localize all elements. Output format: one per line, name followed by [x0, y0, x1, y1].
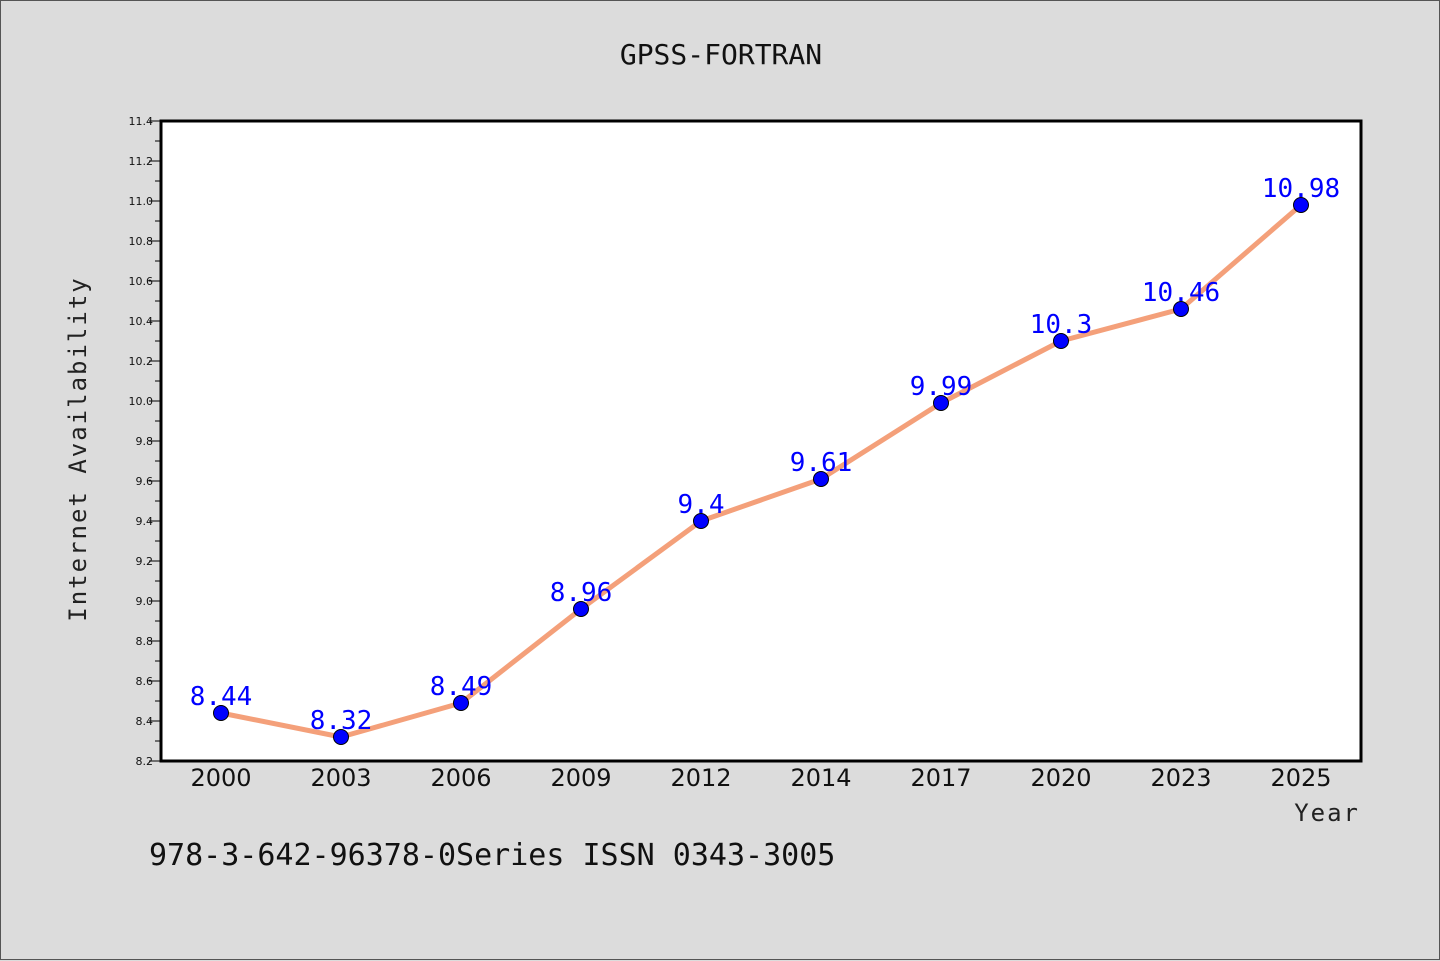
- x-tick-label: 2023: [1150, 764, 1211, 792]
- footer-text: 978-3-642-96378-0Series ISSN 0343-3005: [149, 838, 835, 873]
- data-label-layer: 8.44 8.32 8.49 8.96 9.4 9.61 9.99 10.3 10.46 10.9…: [190, 174, 1340, 736]
- x-tick-label: 2017: [910, 764, 971, 792]
- data-label: 8.32: [310, 706, 373, 736]
- x-tick-label: 2003: [310, 764, 371, 792]
- data-label: 10.46: [1142, 278, 1220, 308]
- data-point: [453, 695, 469, 711]
- data-point: [933, 395, 949, 411]
- y-tick-label: 11.2: [129, 155, 154, 168]
- y-tick-label: 10.6: [129, 275, 154, 288]
- y-tick-label: 11.0: [129, 195, 154, 208]
- y-tick-label: 9.8: [136, 435, 154, 448]
- y-tick-label: 9.0: [136, 595, 154, 608]
- y-tick-label: 8.4: [136, 715, 154, 728]
- y-axis: 8.2 8.4 8.6 8.8 9.0 9.2 9.4 9.6 9.8 10.0 10.2 10.4 1…: [129, 115, 161, 768]
- x-tick-label: 2012: [670, 764, 731, 792]
- data-point: [693, 513, 709, 529]
- y-tick-label: 8.8: [136, 635, 154, 648]
- data-label: 8.44: [190, 682, 253, 712]
- y-tick-label: 10.0: [129, 395, 154, 408]
- y-tick-label: 10.8: [129, 235, 154, 248]
- data-point: [1293, 197, 1309, 213]
- data-point: [213, 705, 229, 721]
- data-label: 8.49: [430, 672, 493, 702]
- chart-title: GPSS-FORTRAN: [620, 38, 822, 71]
- data-point: [573, 601, 589, 617]
- series-line: [218, 202, 1304, 740]
- y-tick-label: 9.2: [136, 555, 154, 568]
- data-point: [813, 471, 829, 487]
- x-tick-label: 2000: [190, 764, 251, 792]
- y-tick-label: 9.6: [136, 475, 154, 488]
- series-layer: [213, 197, 1309, 745]
- y-tick-label: 8.6: [136, 675, 154, 688]
- x-axis: 2000 2003 2006 2009 2012 2014 2017 2020 2023 2025: [190, 764, 1331, 792]
- data-label: 9.61: [790, 448, 853, 478]
- data-point: [1053, 333, 1069, 349]
- y-tick-label: 10.2: [129, 355, 154, 368]
- x-tick-label: 2009: [550, 764, 611, 792]
- data-point: [1173, 301, 1189, 317]
- y-axis-label: Internet Availability: [64, 276, 92, 621]
- y-tick-label: 11.4: [129, 115, 154, 128]
- plot-border: [159, 119, 1363, 763]
- data-label: 10.3: [1030, 310, 1093, 340]
- x-tick-label: 2006: [430, 764, 491, 792]
- data-label: 9.99: [910, 372, 973, 402]
- data-point: [333, 729, 349, 745]
- y-tick-label: 10.4: [129, 315, 154, 328]
- data-label: 8.96: [550, 578, 613, 608]
- data-label: 9.4: [678, 490, 725, 520]
- y-tick-label: 8.2: [136, 755, 154, 768]
- x-tick-label: 2020: [1030, 764, 1091, 792]
- x-axis-label: Year: [1294, 799, 1360, 827]
- x-tick-label: 2014: [790, 764, 851, 792]
- y-tick-label: 9.4: [136, 515, 154, 528]
- data-label: 10.98: [1262, 174, 1340, 204]
- plot-area: [161, 121, 1361, 761]
- x-tick-label: 2025: [1270, 764, 1331, 792]
